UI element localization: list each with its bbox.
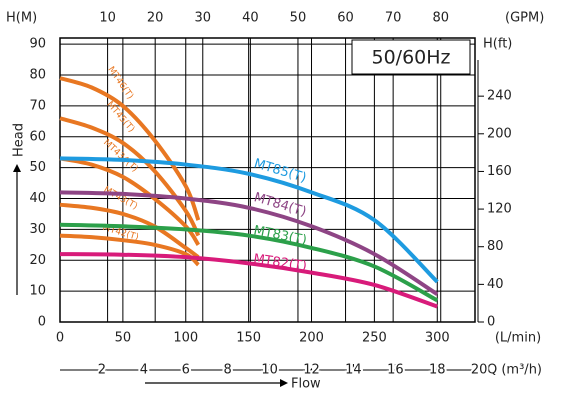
- x3-tick-label: 12: [303, 363, 320, 378]
- x2-tick-label: 10: [99, 11, 116, 26]
- x3-tick-label: 2: [98, 363, 106, 378]
- y-tick-label: 80: [29, 68, 46, 83]
- x3-tick-label: 6: [182, 363, 190, 378]
- x-tick-label: 200: [299, 331, 324, 346]
- x2-tick-label: 70: [385, 11, 402, 26]
- x3-tick-label: 14: [345, 363, 362, 378]
- x2-tick-label: 50: [290, 11, 307, 26]
- y2-axis-label: H(ft): [483, 37, 512, 52]
- x-tick-label: 150: [236, 331, 261, 346]
- y-axis-label: H(M): [6, 11, 37, 26]
- x3-tick-label: 10: [261, 363, 278, 378]
- y2-tick-label: 200: [487, 126, 512, 141]
- x3-tick-label: 18: [429, 363, 446, 378]
- y-tick-label: 70: [29, 98, 46, 113]
- x2-tick-label: 20: [147, 11, 164, 26]
- x-tick-label: 50: [115, 331, 132, 346]
- frequency-box: [351, 39, 471, 75]
- y-tick-label: 30: [29, 222, 46, 237]
- y2-tick-label: 160: [487, 164, 512, 179]
- y2-tick-label: 80: [487, 239, 504, 254]
- y2-tick-label: 240: [487, 89, 512, 104]
- head-label: Head: [12, 123, 27, 157]
- y-tick-label: 50: [29, 160, 46, 175]
- x2-axis-label: (GPM): [505, 11, 544, 26]
- curve: [59, 202, 200, 259]
- y2-tick-label: 40: [487, 277, 504, 292]
- y2-tick-label: 120: [487, 202, 512, 217]
- x3-tick-label: 4: [140, 363, 148, 378]
- y2-tick-label: 0: [487, 315, 495, 330]
- x-tick-label: 0: [56, 331, 64, 346]
- x2-tick-label: 30: [195, 11, 212, 26]
- curve: [59, 233, 200, 267]
- x3-tick-label: 8: [224, 363, 232, 378]
- curve: [59, 222, 439, 303]
- x2-tick-label: 80: [432, 11, 449, 26]
- y-tick-label: 40: [29, 191, 46, 206]
- x3-tick-label: 16: [387, 363, 404, 378]
- curve: [59, 116, 201, 237]
- head-arrowhead: [13, 164, 21, 172]
- y-tick-label: 20: [29, 253, 46, 268]
- x-axis-label: (L/min): [495, 331, 541, 346]
- x3-axis-label: Q (m³/h): [487, 363, 542, 378]
- y-tick-label: 60: [29, 129, 46, 144]
- x-tick-label: 250: [362, 331, 387, 346]
- y-tick-label: 90: [29, 37, 46, 52]
- y-tick-label: 0: [38, 315, 46, 330]
- curve: [59, 76, 201, 221]
- x2-tick-label: 60: [337, 11, 354, 26]
- curve: [59, 252, 438, 309]
- x2-tick-label: 40: [242, 11, 259, 26]
- frequency-label: 50/60Hz: [371, 47, 450, 69]
- x-tick-label: 300: [425, 331, 450, 346]
- flow-label: Flow: [291, 377, 321, 392]
- x-tick-label: 100: [173, 331, 198, 346]
- curve: [59, 156, 439, 284]
- x3-tick-label: 20: [471, 363, 488, 378]
- curve: [59, 190, 439, 296]
- y-tick-label: 10: [29, 284, 46, 299]
- flow-arrowhead: [280, 379, 288, 387]
